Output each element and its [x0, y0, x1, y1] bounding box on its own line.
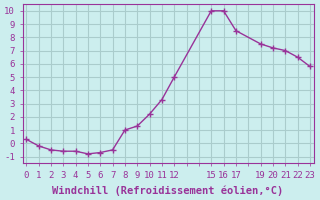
X-axis label: Windchill (Refroidissement éolien,°C): Windchill (Refroidissement éolien,°C)	[52, 185, 284, 196]
